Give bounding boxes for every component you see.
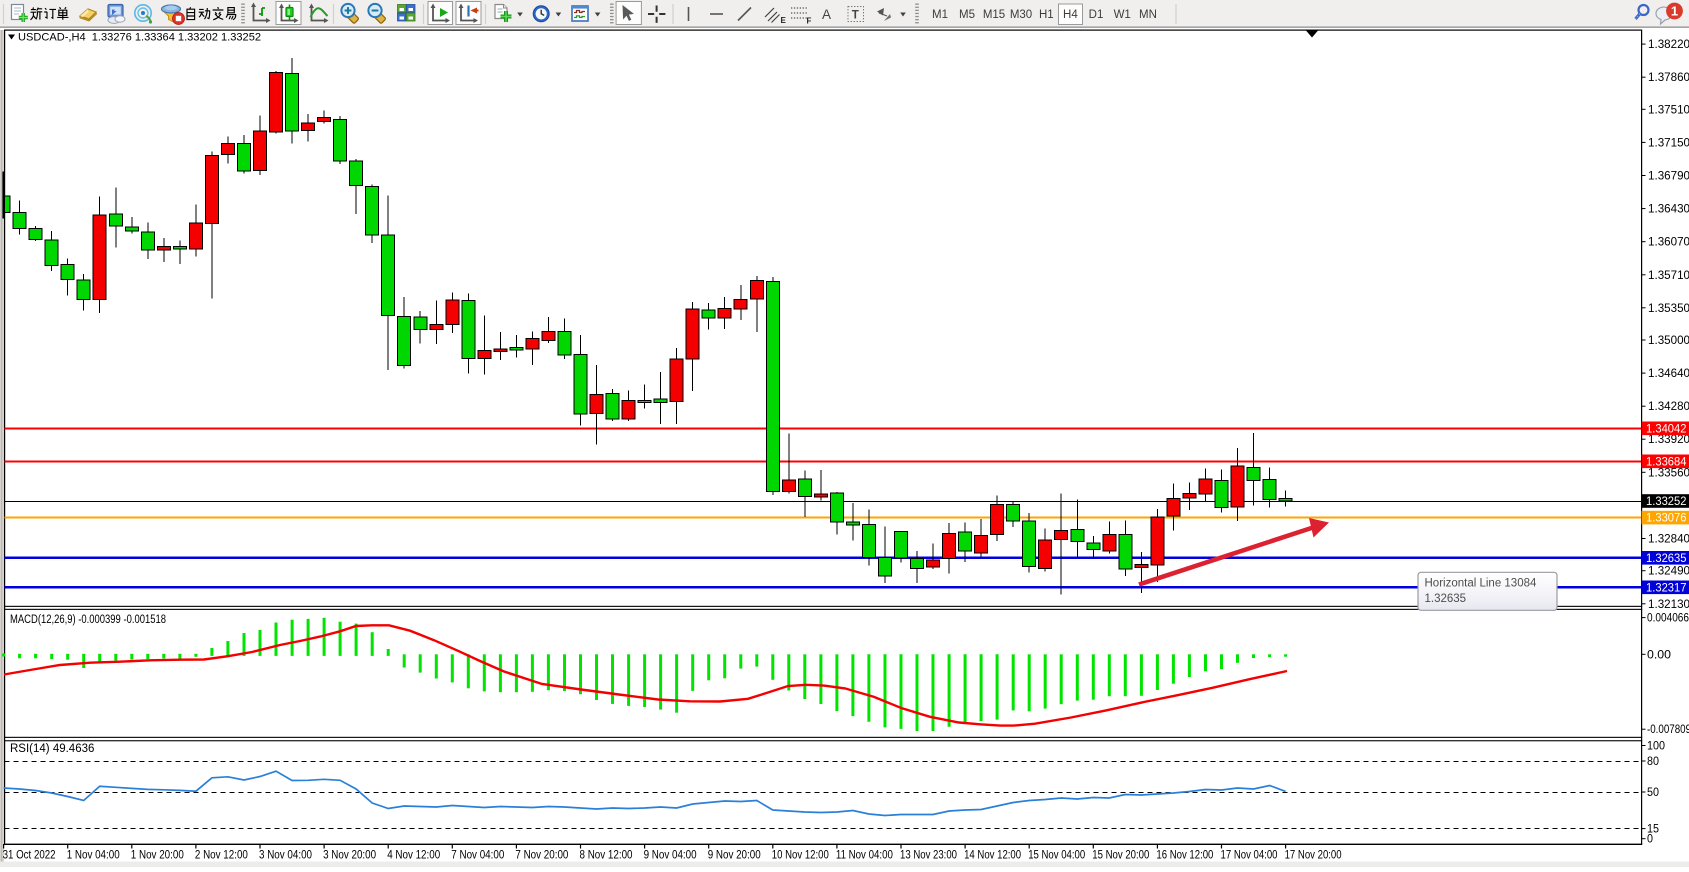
svg-text:17 Nov 20:00: 17 Nov 20:00 <box>1285 850 1342 862</box>
svg-text:0: 0 <box>1647 834 1653 846</box>
svg-text:M15: M15 <box>983 9 1005 21</box>
svg-text:1.33076: 1.33076 <box>1646 513 1687 525</box>
svg-text:3 Nov 04:00: 3 Nov 04:00 <box>259 850 312 862</box>
svg-text:D1: D1 <box>1089 9 1104 21</box>
svg-text:1.38220: 1.38220 <box>1648 39 1689 51</box>
svg-text:Horizontal Line 13084: Horizontal Line 13084 <box>1425 578 1537 590</box>
svg-text:1.37510: 1.37510 <box>1648 104 1689 116</box>
svg-text:17 Nov 04:00: 17 Nov 04:00 <box>1221 850 1278 862</box>
svg-text:1.35350: 1.35350 <box>1648 303 1689 315</box>
svg-text:1.36790: 1.36790 <box>1648 171 1689 183</box>
svg-text:1.37860: 1.37860 <box>1648 72 1689 84</box>
svg-text:11 Nov 04:00: 11 Nov 04:00 <box>836 850 893 862</box>
svg-text:1.35710: 1.35710 <box>1648 270 1689 282</box>
svg-text:0.00: 0.00 <box>1647 649 1671 661</box>
svg-text:8 Nov 12:00: 8 Nov 12:00 <box>580 850 633 862</box>
svg-text:1.32635: 1.32635 <box>1425 593 1467 605</box>
svg-text:1.32490: 1.32490 <box>1648 566 1689 578</box>
svg-text:14 Nov 12:00: 14 Nov 12:00 <box>964 850 1021 862</box>
svg-text:W1: W1 <box>1114 9 1131 21</box>
svg-text:4 Nov 12:00: 4 Nov 12:00 <box>387 850 440 862</box>
svg-text:1.35000: 1.35000 <box>1648 335 1689 347</box>
svg-text:9 Nov 20:00: 9 Nov 20:00 <box>708 850 761 862</box>
svg-text:F: F <box>807 17 812 26</box>
svg-text:1.33920: 1.33920 <box>1648 434 1689 446</box>
svg-text:50: 50 <box>1647 787 1659 799</box>
svg-text:0.004066: 0.004066 <box>1647 613 1689 625</box>
svg-text:1.32317: 1.32317 <box>1646 582 1687 594</box>
svg-text:1.33252: 1.33252 <box>1646 496 1687 508</box>
svg-text:H4: H4 <box>1063 9 1078 21</box>
svg-text:1.33684: 1.33684 <box>1646 456 1687 468</box>
svg-text:1.36070: 1.36070 <box>1648 237 1689 249</box>
svg-text:A: A <box>822 7 831 22</box>
svg-text:T: T <box>852 10 859 22</box>
svg-text:M30: M30 <box>1010 9 1032 21</box>
svg-text:1.33560: 1.33560 <box>1648 467 1689 479</box>
svg-text:15 Nov 20:00: 15 Nov 20:00 <box>1092 850 1149 862</box>
svg-text:1.32130: 1.32130 <box>1648 599 1689 611</box>
svg-text:80: 80 <box>1647 756 1659 768</box>
svg-text:3 Nov 20:00: 3 Nov 20:00 <box>323 850 376 862</box>
svg-text:1 Nov 20:00: 1 Nov 20:00 <box>131 850 184 862</box>
svg-text:1.34280: 1.34280 <box>1648 401 1689 413</box>
svg-text:RSI(14) 49.4636: RSI(14) 49.4636 <box>10 743 94 755</box>
svg-text:7 Nov 20:00: 7 Nov 20:00 <box>515 850 568 862</box>
svg-text:M5: M5 <box>959 9 975 21</box>
svg-text:7 Nov 04:00: 7 Nov 04:00 <box>451 850 504 862</box>
svg-text:MACD(12,26,9) -0.000399 -0.001: MACD(12,26,9) -0.000399 -0.001518 <box>10 614 166 626</box>
svg-text:E: E <box>781 16 787 25</box>
svg-text:USDCAD-,H4 1.33276 1.33364 1.: USDCAD-,H4 1.33276 1.33364 1.33202 1.332… <box>18 32 261 44</box>
svg-text:M1: M1 <box>932 9 948 21</box>
svg-text:MN: MN <box>1139 9 1157 21</box>
svg-text:9 Nov 04:00: 9 Nov 04:00 <box>644 850 697 862</box>
svg-text:100: 100 <box>1647 741 1665 753</box>
svg-text:1.32635: 1.32635 <box>1646 553 1687 565</box>
svg-text:1.34042: 1.34042 <box>1646 423 1687 435</box>
svg-text:31 Oct 2022: 31 Oct 2022 <box>3 850 56 862</box>
svg-text:1 Nov 04:00: 1 Nov 04:00 <box>67 850 120 862</box>
svg-text:1.32840: 1.32840 <box>1648 534 1689 546</box>
svg-text:16 Nov 12:00: 16 Nov 12:00 <box>1156 850 1213 862</box>
svg-text:1.36430: 1.36430 <box>1648 204 1689 216</box>
svg-text:2 Nov 12:00: 2 Nov 12:00 <box>195 850 248 862</box>
svg-text:1.37150: 1.37150 <box>1648 137 1689 149</box>
svg-text:-0.007809: -0.007809 <box>1647 724 1689 736</box>
svg-text:H1: H1 <box>1039 9 1054 21</box>
svg-text:1.34640: 1.34640 <box>1648 368 1689 380</box>
svg-text:15 Nov 04:00: 15 Nov 04:00 <box>1028 850 1085 862</box>
svg-text:1: 1 <box>1671 4 1678 19</box>
svg-text:13 Nov 23:00: 13 Nov 23:00 <box>900 850 957 862</box>
svg-text:10 Nov 12:00: 10 Nov 12:00 <box>772 850 829 862</box>
